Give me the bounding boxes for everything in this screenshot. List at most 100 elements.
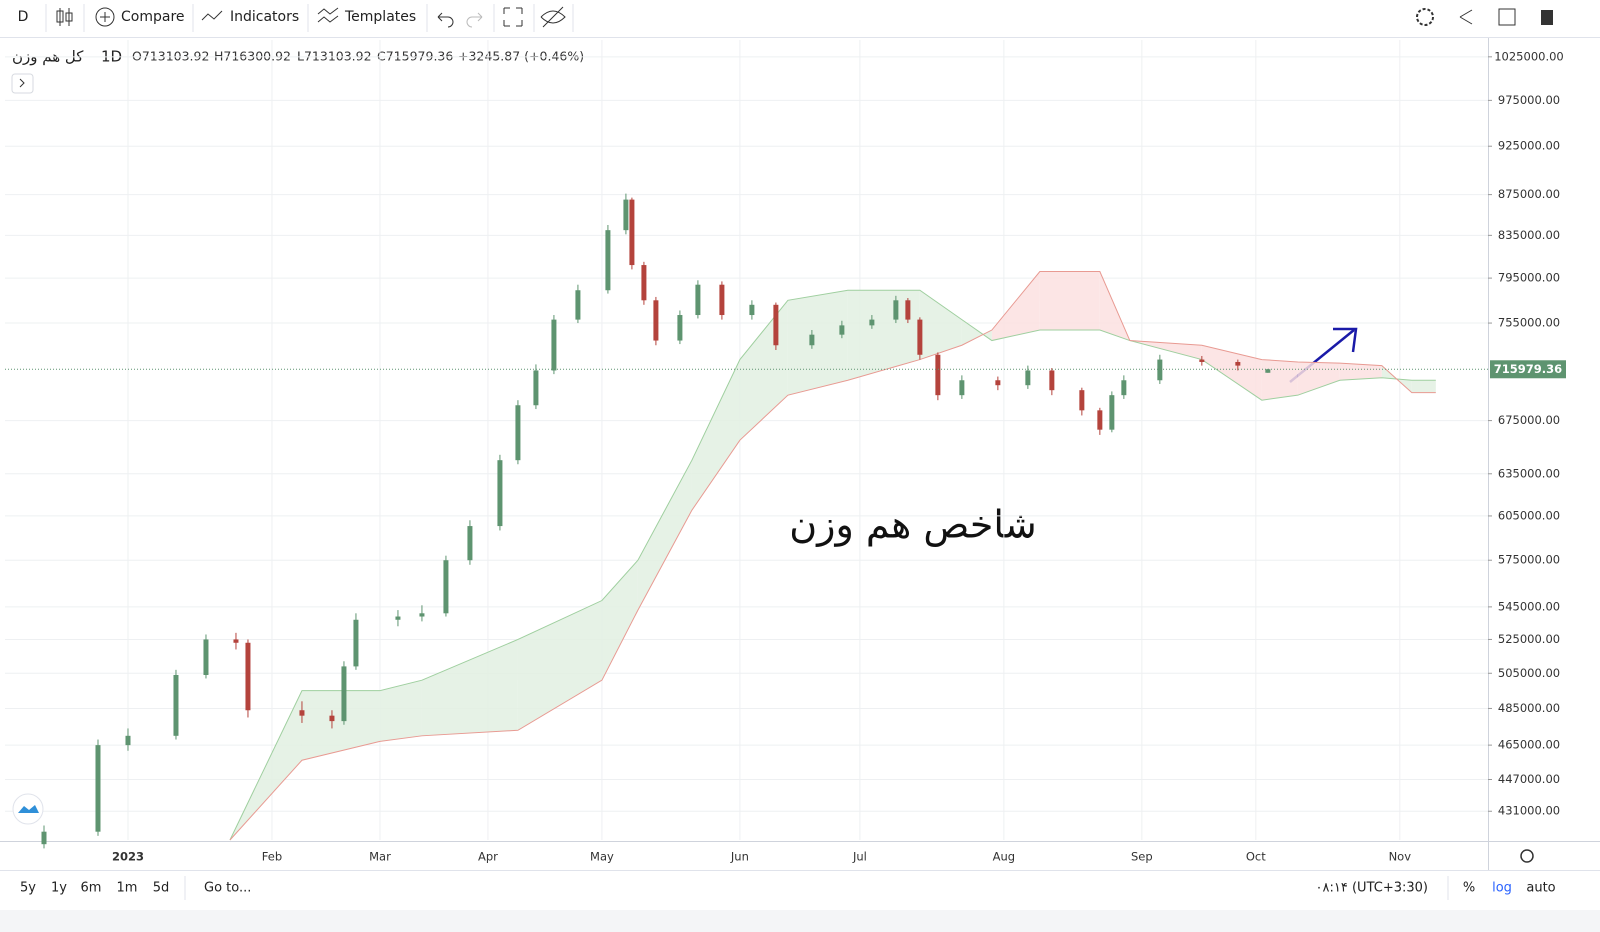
chart-annotation: شاخص هم وزن [789, 503, 1037, 548]
y-tick-label: 635000.00 [1498, 466, 1560, 480]
cloud-fill [991, 271, 1040, 341]
snapshot-button[interactable] [1498, 8, 1516, 26]
interval-button[interactable]: D [18, 9, 29, 25]
y-tick-label: 755000.00 [1498, 316, 1560, 330]
candle-body [653, 300, 659, 341]
cloud-fill [1411, 380, 1436, 393]
range-button[interactable]: 5y [20, 881, 36, 896]
candle-body [551, 319, 557, 371]
cloud-fill [301, 690, 380, 761]
last-price-label: 715979.36 [1494, 362, 1562, 376]
candle-body [419, 613, 425, 617]
y-tick-label: 925000.00 [1498, 139, 1560, 153]
candle-body [1157, 359, 1163, 381]
percent-toggle[interactable]: % [1463, 881, 1475, 896]
cloud-fill [847, 290, 920, 381]
cloud-fill [379, 680, 422, 742]
cloud-fill [691, 359, 740, 511]
candle-body [1199, 359, 1205, 362]
x-tick-label: May [590, 850, 614, 864]
candle-body [353, 619, 359, 667]
bottom-bar: 5y 1y 6m 1m 5d Go to... ۰۸:۱۴ (UTC+3:30)… [20, 876, 1556, 900]
undo-button[interactable] [437, 12, 454, 28]
cloud-span-a [229, 289, 1436, 841]
candle-body [1121, 380, 1127, 396]
auto-toggle[interactable]: auto [1526, 881, 1555, 896]
cloud-fill [1201, 345, 1262, 401]
range-button[interactable]: 1m [117, 881, 138, 896]
candle-body [575, 290, 581, 320]
share-button[interactable] [1459, 9, 1473, 25]
indicators-button[interactable]: Indicators [230, 9, 299, 25]
candle-body [1265, 369, 1271, 373]
y-tick-label: 525000.00 [1498, 632, 1560, 646]
redo-button[interactable] [466, 12, 483, 28]
candle-body [905, 300, 911, 320]
candle-body [1079, 390, 1085, 411]
legend-open: O713103.92 [132, 49, 209, 64]
cloud-fill [1039, 271, 1100, 331]
delete-button[interactable] [1541, 10, 1553, 25]
candle-body [995, 380, 1001, 386]
range-button[interactable]: 1y [51, 881, 67, 896]
y-tick-label: 431000.00 [1498, 804, 1560, 818]
y-tick-label: 675000.00 [1498, 413, 1560, 427]
x-tick-label: Feb [262, 850, 282, 864]
y-tick-label: 1025000.00 [1494, 49, 1564, 63]
legend-expand-button[interactable] [11, 73, 34, 94]
cloud-fill [787, 290, 848, 396]
candle-body [515, 405, 521, 461]
candle-body [605, 230, 611, 291]
log-toggle[interactable]: log [1492, 881, 1512, 896]
legend-change: +3245.87 (+0.46%) [458, 49, 584, 64]
y-tick-label: 575000.00 [1498, 553, 1560, 567]
y-tick-label: 835000.00 [1498, 228, 1560, 242]
y-tick-label: 447000.00 [1498, 772, 1560, 786]
x-tick-label: Nov [1389, 850, 1412, 864]
candle-body [497, 460, 503, 527]
cloud-fill [919, 290, 962, 360]
y-tick-label: 505000.00 [1498, 666, 1560, 680]
goto-button[interactable]: Go to... [204, 881, 251, 896]
candle-body [341, 666, 347, 722]
legend: کل هم وزن 1D O713103.92 H716300.92 L7131… [11, 48, 584, 94]
compare-button[interactable]: Compare [121, 9, 185, 25]
y-tick-label: 795000.00 [1498, 271, 1560, 285]
fullscreen-button[interactable] [503, 7, 523, 27]
candle-body [677, 315, 683, 341]
candle-body [773, 304, 779, 346]
range-button[interactable]: 6m [81, 881, 102, 896]
last-price-badge [1490, 360, 1566, 379]
candle-body [959, 380, 965, 396]
x-tick-label: Sep [1131, 850, 1153, 864]
axis-settings-button[interactable] [1520, 849, 1534, 863]
cloud-fill [1297, 361, 1340, 396]
candle-body [623, 199, 629, 231]
templates-button[interactable]: Templates [344, 9, 416, 25]
candle-body [935, 354, 941, 396]
candle-body [203, 639, 209, 675]
x-tick-label: Jul [852, 850, 867, 864]
candle-body [1025, 370, 1031, 386]
chart-type-button[interactable] [56, 8, 73, 26]
clock: ۰۸:۱۴ (UTC+3:30) [1316, 881, 1428, 896]
candle-body [1109, 395, 1115, 430]
candle-body [749, 304, 755, 316]
hide-button[interactable] [540, 6, 566, 28]
compare-icon [100, 12, 110, 22]
candle-body [893, 300, 899, 320]
settings-button[interactable] [1416, 8, 1434, 26]
candle-body [641, 265, 647, 301]
candle-body [95, 745, 101, 832]
legend-expand-icon [19, 78, 25, 88]
x-tick-label: Oct [1246, 850, 1266, 864]
range-button[interactable]: 5d [153, 881, 170, 896]
cloud-fill [1339, 363, 1382, 381]
x-tick-label: Apr [478, 850, 498, 864]
candle-body [839, 325, 845, 335]
candle-body [395, 616, 401, 620]
candle-body [233, 639, 239, 643]
y-tick-label: 545000.00 [1498, 599, 1560, 613]
candle-body [125, 735, 131, 746]
